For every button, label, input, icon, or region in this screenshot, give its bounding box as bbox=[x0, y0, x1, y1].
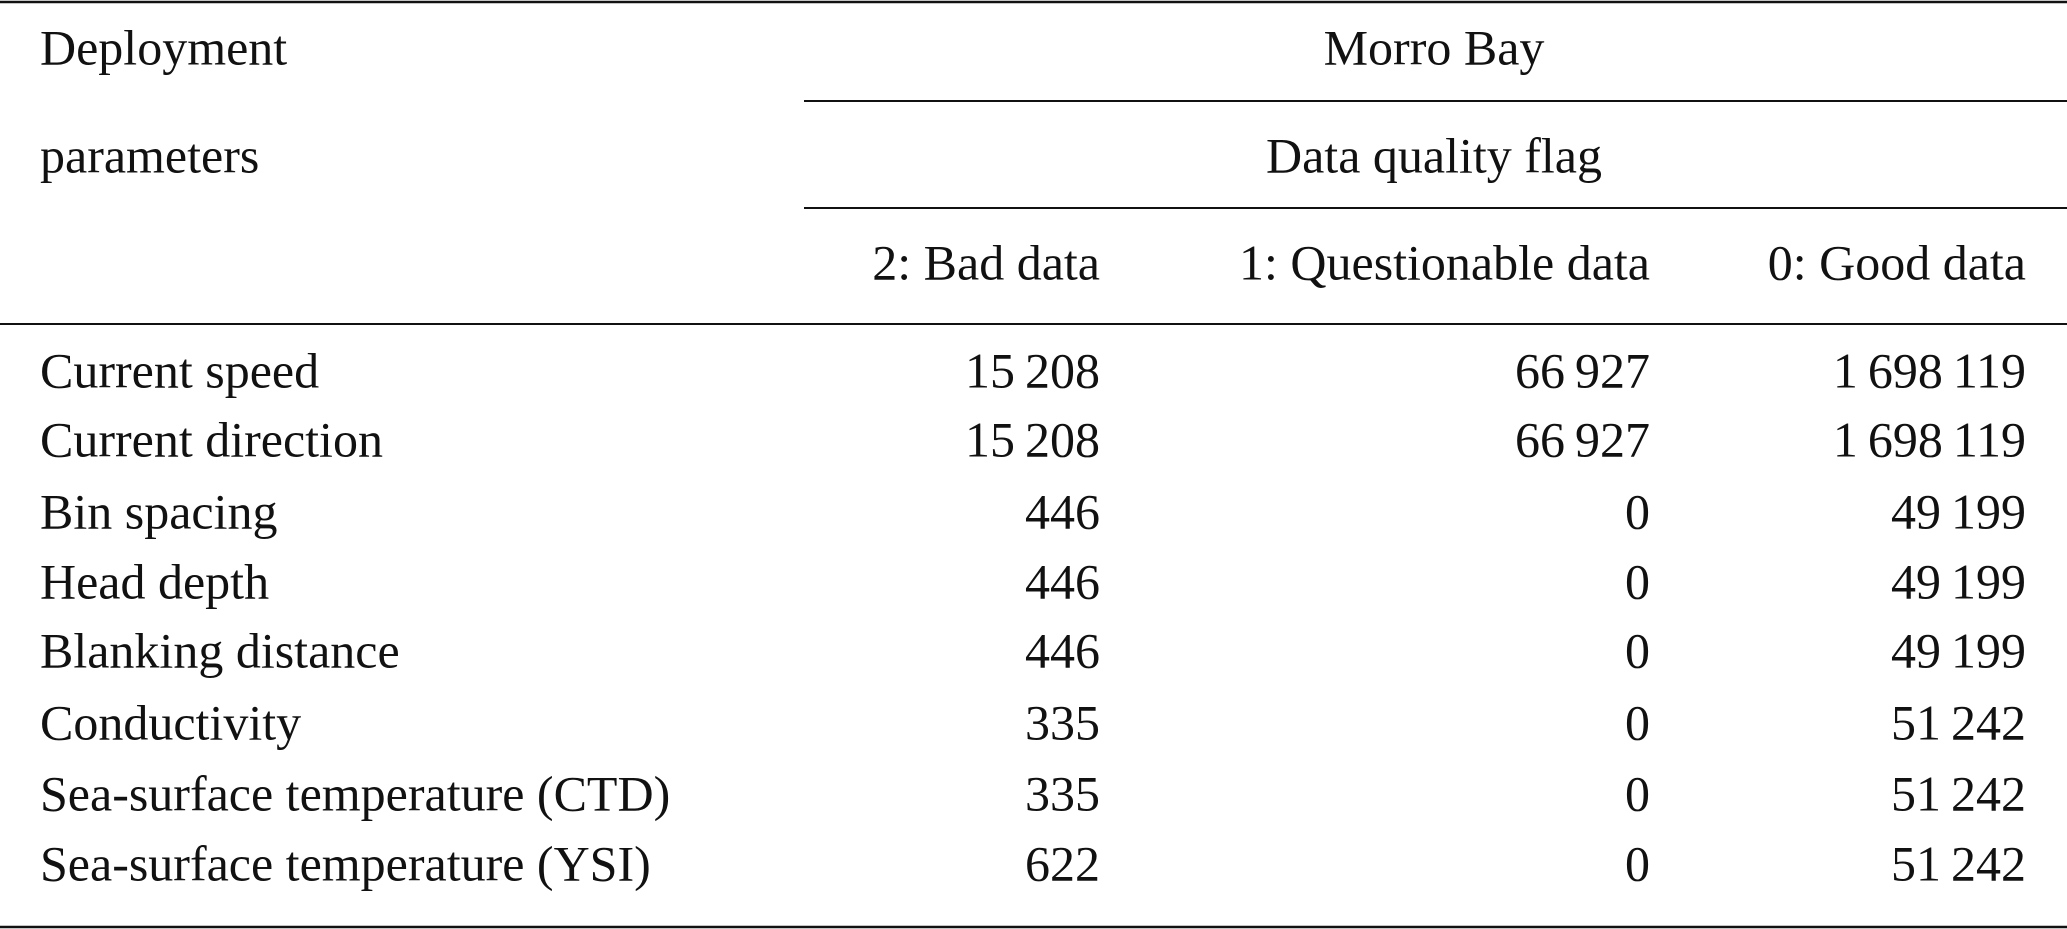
row-label: Sea-surface temperature (YSI) bbox=[40, 835, 651, 891]
cell: 0 bbox=[1625, 483, 1650, 539]
cell: 49 199 bbox=[1891, 622, 2026, 678]
cell: 15 208 bbox=[965, 342, 1100, 398]
cell: 49 199 bbox=[1891, 483, 2026, 539]
cell: 335 bbox=[1025, 694, 1100, 750]
row-label: Conductivity bbox=[40, 694, 301, 750]
cell: 51 242 bbox=[1891, 835, 2026, 891]
cell: 51 242 bbox=[1891, 765, 2026, 821]
row-label: Current direction bbox=[40, 411, 383, 467]
column-header: 1: Questionable data bbox=[1239, 234, 1650, 290]
cell: 335 bbox=[1025, 765, 1100, 821]
stub-header: Deployment bbox=[40, 19, 287, 75]
cell: 0 bbox=[1625, 553, 1650, 609]
cell: 0 bbox=[1625, 622, 1650, 678]
row-label: Blanking distance bbox=[40, 622, 400, 678]
cell: 446 bbox=[1025, 483, 1100, 539]
cell: 446 bbox=[1025, 622, 1100, 678]
row-label: Head depth bbox=[40, 553, 269, 609]
cell: 1 698 119 bbox=[1833, 411, 2026, 467]
row-label: Bin spacing bbox=[40, 483, 277, 539]
cell: 15 208 bbox=[965, 411, 1100, 467]
cell: 0 bbox=[1625, 694, 1650, 750]
cell: 1 698 119 bbox=[1833, 342, 2026, 398]
cell: 49 199 bbox=[1891, 553, 2026, 609]
row-label: Sea-surface temperature (CTD) bbox=[40, 765, 670, 821]
cell: 622 bbox=[1025, 835, 1100, 891]
subgroup-header: Data quality flag bbox=[1266, 127, 1602, 183]
cell: 66 927 bbox=[1515, 411, 1650, 467]
column-header: 2: Bad data bbox=[872, 234, 1100, 290]
cell: 0 bbox=[1625, 835, 1650, 891]
group-header: Morro Bay bbox=[1324, 19, 1545, 75]
row-label: Current speed bbox=[40, 342, 319, 398]
cell: 0 bbox=[1625, 765, 1650, 821]
column-header: 0: Good data bbox=[1768, 234, 2026, 290]
cell: 51 242 bbox=[1891, 694, 2026, 750]
stub-header: parameters bbox=[40, 127, 259, 183]
cell: 66 927 bbox=[1515, 342, 1650, 398]
cell: 446 bbox=[1025, 553, 1100, 609]
